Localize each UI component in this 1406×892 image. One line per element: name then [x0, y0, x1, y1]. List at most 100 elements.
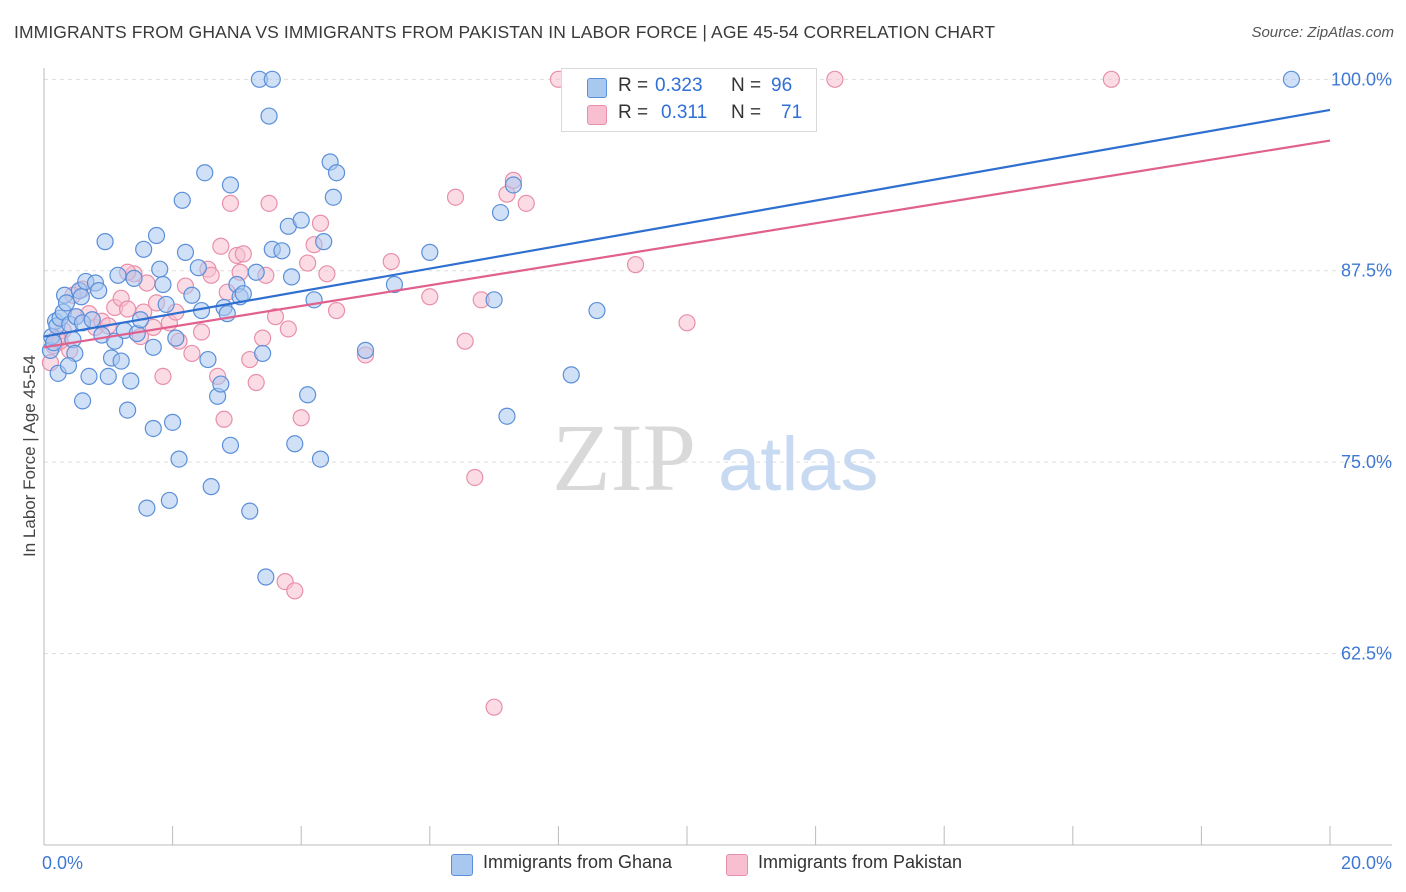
point-pakistan	[202, 266, 220, 284]
point-ghana	[241, 502, 259, 520]
point-ghana	[199, 350, 217, 369]
trend-line-ghana	[43, 108, 1331, 338]
point-pakistan	[318, 265, 336, 283]
point-pakistan	[234, 245, 252, 263]
point-ghana	[588, 301, 606, 320]
point-ghana	[247, 263, 265, 281]
point-pakistan	[678, 314, 696, 332]
chart-title: IMMIGRANTS FROM GHANA VS IMMIGRANTS FROM…	[14, 22, 996, 42]
x-ticks	[172, 826, 1331, 845]
point-ghana	[385, 275, 404, 294]
point-pakistan	[466, 468, 484, 487]
point-ghana	[183, 286, 201, 304]
legend-r-value-pakistan: 0.311	[661, 102, 708, 123]
y-tick-label: 100.0%	[1331, 69, 1392, 89]
point-ghana	[299, 386, 317, 404]
point-ghana	[286, 435, 304, 453]
point-pakistan	[192, 323, 211, 341]
point-ghana	[135, 240, 153, 258]
legend-n-label: N =	[731, 75, 762, 96]
point-ghana	[122, 372, 140, 390]
point-ghana	[164, 413, 182, 431]
point-ghana	[144, 338, 162, 356]
point-ghana	[167, 329, 185, 347]
point-ghana	[356, 341, 375, 359]
point-pakistan	[327, 301, 346, 320]
point-pakistan	[826, 70, 844, 88]
bottom-legend-swatch-ghana	[451, 854, 473, 876]
bottom-legend-label-ghana: Immigrants from Ghana	[483, 852, 673, 872]
point-pakistan	[183, 344, 201, 363]
point-pakistan	[311, 214, 330, 232]
y-tick-label: 75.0%	[1341, 452, 1392, 472]
series-ghana-points	[41, 70, 1301, 586]
point-ghana	[273, 242, 291, 260]
point-ghana	[254, 344, 272, 363]
point-pakistan	[382, 252, 400, 271]
point-ghana	[562, 366, 580, 384]
point-ghana	[80, 367, 98, 385]
point-ghana	[504, 176, 522, 194]
point-pakistan	[485, 698, 503, 716]
point-pakistan	[456, 332, 474, 350]
point-ghana	[315, 233, 333, 251]
point-pakistan	[299, 254, 317, 272]
point-ghana	[196, 164, 214, 182]
point-pakistan	[517, 194, 535, 212]
point-ghana	[45, 334, 63, 352]
point-pakistan	[1102, 70, 1120, 88]
legend-n-value-ghana: 96	[771, 75, 793, 96]
point-pakistan	[286, 582, 304, 600]
point-ghana	[83, 311, 101, 329]
point-ghana	[138, 499, 156, 517]
point-ghana	[118, 401, 137, 419]
y-tick-label: 87.5%	[1341, 261, 1392, 281]
point-ghana	[260, 107, 278, 125]
point-ghana	[59, 357, 78, 375]
point-pakistan	[279, 320, 297, 338]
legend-r-label: R =	[618, 75, 649, 96]
point-pakistan	[118, 300, 137, 318]
point-ghana	[125, 269, 143, 287]
point-ghana	[157, 295, 175, 314]
legend-box: R = 0.323 N = 96 R = 0.311 N = 71	[561, 68, 817, 132]
point-ghana	[421, 243, 439, 261]
watermark-zip: ZIP	[552, 404, 696, 511]
point-ghana	[292, 211, 310, 229]
legend-swatch-ghana	[587, 78, 607, 98]
y-tick-label: 62.5%	[1341, 644, 1392, 664]
point-ghana	[263, 70, 281, 88]
point-ghana	[485, 291, 503, 309]
point-ghana	[257, 568, 275, 586]
point-pakistan	[446, 188, 465, 206]
point-ghana	[311, 450, 330, 468]
point-ghana	[282, 268, 301, 286]
point-ghana	[498, 407, 516, 425]
point-ghana	[189, 259, 207, 277]
point-ghana	[173, 191, 191, 209]
source-label: Source: ZipAtlas.com	[1251, 24, 1394, 41]
point-ghana	[221, 176, 240, 194]
watermark: ZIP atlas	[552, 404, 879, 511]
point-pakistan	[292, 409, 310, 427]
bottom-legend-label-pakistan: Immigrants from Pakistan	[758, 852, 963, 872]
trend-lines	[43, 108, 1331, 349]
bottom-legend-swatch-pakistan	[726, 854, 748, 876]
point-ghana	[212, 375, 230, 393]
point-pakistan	[247, 373, 265, 392]
point-ghana	[99, 367, 117, 385]
point-ghana	[147, 226, 166, 245]
point-ghana	[176, 243, 195, 261]
point-pakistan	[215, 410, 233, 428]
legend-n-value-pakistan: 71	[781, 102, 803, 123]
point-ghana	[154, 275, 172, 294]
point-ghana	[73, 392, 92, 410]
point-ghana	[96, 233, 114, 251]
legend-n-label: N =	[731, 102, 762, 123]
y-axis-label: In Labor Force | Age 45-54	[20, 355, 39, 557]
point-ghana	[57, 294, 76, 312]
legend-r-label: R =	[618, 102, 649, 123]
point-ghana	[491, 203, 510, 222]
axes	[43, 68, 1392, 846]
